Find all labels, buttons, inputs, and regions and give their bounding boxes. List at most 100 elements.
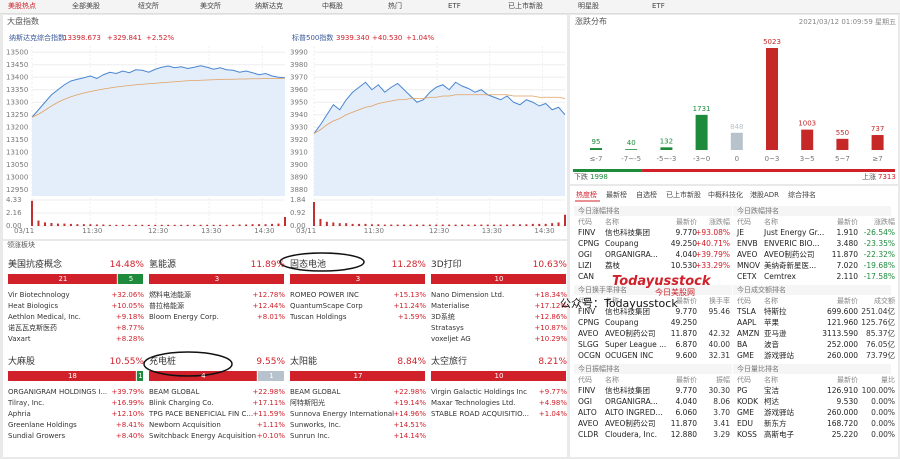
stock-name: 3D系统 bbox=[431, 313, 455, 321]
volume-bar bbox=[531, 223, 534, 226]
table-title: 今日成交额排名 bbox=[737, 286, 786, 294]
volume-bar bbox=[147, 224, 150, 226]
cell: 最新价 bbox=[676, 297, 697, 305]
y-tick-label: 3980 bbox=[290, 61, 308, 69]
cell: GME bbox=[737, 351, 755, 360]
cell: 76.05亿 bbox=[866, 340, 895, 349]
cell: 代码 bbox=[578, 297, 592, 305]
cell: CPNG bbox=[578, 318, 600, 327]
cell: 85.37亿 bbox=[866, 329, 895, 338]
stock-pct: +8.28% bbox=[115, 335, 144, 343]
rank-tab[interactable]: 最新榜 bbox=[606, 191, 627, 199]
count-bar bbox=[149, 274, 284, 284]
stock-pct: +17.12% bbox=[534, 302, 567, 310]
cell: FINV bbox=[578, 386, 596, 395]
stock-name: BEAM GLOBAL bbox=[290, 388, 341, 396]
table-title-bg bbox=[574, 364, 732, 374]
cell: Coupang bbox=[605, 318, 639, 327]
volume-bar bbox=[525, 224, 528, 226]
cell: FINV bbox=[578, 228, 596, 237]
tab[interactable]: 已上市新股 bbox=[508, 2, 543, 10]
tab[interactable]: 全部美股 bbox=[72, 2, 100, 10]
bar bbox=[871, 135, 884, 150]
volume-bar bbox=[37, 220, 40, 226]
tab[interactable]: 热门 bbox=[388, 2, 402, 10]
bar-label: 1731 bbox=[693, 105, 711, 113]
stock-pct: +9.77% bbox=[538, 388, 567, 396]
cell: 名称 bbox=[764, 218, 778, 226]
tab[interactable]: ETF bbox=[448, 2, 461, 10]
stock-name: Greenlane Holdings bbox=[8, 421, 77, 429]
tab[interactable]: 中概股 bbox=[322, 2, 343, 10]
cell: 涨跌幅 bbox=[874, 218, 895, 226]
volume-bar bbox=[506, 224, 509, 226]
volume-bar bbox=[486, 224, 489, 226]
volume-tick-label: 0.00 bbox=[6, 222, 22, 230]
cell: 游戏驿站 bbox=[764, 351, 794, 360]
tab[interactable]: ETF bbox=[652, 2, 665, 10]
line bbox=[313, 81, 566, 134]
cell: -19.68% bbox=[863, 261, 895, 270]
stock-pct: +8.01% bbox=[256, 313, 285, 321]
stock-name: TPG PACE BENEFICIAL FIN C... bbox=[149, 410, 254, 418]
cell: 168.720 bbox=[826, 419, 858, 428]
count-label: 4 bbox=[201, 372, 206, 380]
table-title: 今日振幅排名 bbox=[578, 365, 620, 373]
tab[interactable]: 纽交所 bbox=[138, 2, 159, 10]
stock-pct: +14.14% bbox=[393, 432, 426, 440]
ranking-panel bbox=[570, 186, 898, 457]
rank-tab[interactable]: 港股ADR bbox=[750, 191, 780, 199]
cell: +93.08% bbox=[695, 228, 730, 237]
cell: 6.060 bbox=[675, 408, 697, 417]
rank-tab[interactable]: 综合排名 bbox=[788, 191, 816, 199]
rank-tab[interactable]: 自选榜 bbox=[636, 191, 657, 199]
volume-bar bbox=[390, 224, 393, 226]
tab-bar bbox=[0, 0, 900, 14]
count-bar bbox=[8, 371, 136, 381]
volume-bar bbox=[43, 222, 46, 226]
cell: 9.770 bbox=[675, 386, 697, 395]
count-bar bbox=[117, 274, 143, 284]
stock-name: Tuscan Holdings bbox=[290, 313, 347, 321]
cell: 9.770 bbox=[675, 307, 697, 316]
volume-bar bbox=[383, 224, 386, 226]
stock-pct: +9.18% bbox=[115, 313, 144, 321]
rank-tab[interactable]: 热度榜 bbox=[576, 191, 597, 199]
cell: 73.79亿 bbox=[866, 351, 895, 360]
annotation-circle bbox=[143, 351, 233, 377]
bar-label: 1003 bbox=[798, 120, 816, 128]
bar bbox=[836, 138, 849, 150]
tab[interactable]: 美股热点 bbox=[8, 2, 36, 10]
volume-tick-label: 4.33 bbox=[6, 196, 22, 204]
y-tick-label: 13150 bbox=[6, 136, 28, 144]
volume-bar bbox=[108, 224, 111, 226]
tab[interactable]: 明星股 bbox=[578, 2, 599, 10]
rank-tab[interactable]: 中概科技化 bbox=[708, 191, 743, 199]
volume-bar bbox=[499, 224, 502, 226]
line bbox=[31, 77, 286, 118]
rise-count: 7313 bbox=[878, 173, 896, 181]
volume-bar bbox=[512, 224, 515, 226]
volume-bar bbox=[422, 224, 425, 226]
tab[interactable]: 纳斯达克 bbox=[255, 2, 283, 10]
rise-bar bbox=[642, 169, 895, 172]
cell: 42.32 bbox=[708, 329, 730, 338]
rank-tab[interactable]: 已上市新股 bbox=[666, 191, 701, 199]
x-tick-label: 13:30 bbox=[201, 227, 221, 235]
cell: 0.00% bbox=[871, 408, 895, 417]
sector-name: 太阳能 bbox=[290, 357, 318, 367]
volume-bar bbox=[206, 224, 209, 226]
y-tick-label: 13050 bbox=[6, 161, 28, 169]
table-title-bg bbox=[733, 206, 891, 216]
cell: ALTO bbox=[578, 408, 597, 417]
volume-bar bbox=[245, 224, 248, 226]
tab[interactable]: 美交所 bbox=[200, 2, 221, 10]
cell: 699.600 bbox=[826, 307, 858, 316]
sector-name: 固态电池 bbox=[290, 260, 327, 270]
cell: TSLA bbox=[737, 307, 756, 316]
volume-bar bbox=[461, 224, 464, 226]
volume-bar bbox=[56, 223, 59, 226]
cell: 49.250 bbox=[670, 318, 697, 327]
